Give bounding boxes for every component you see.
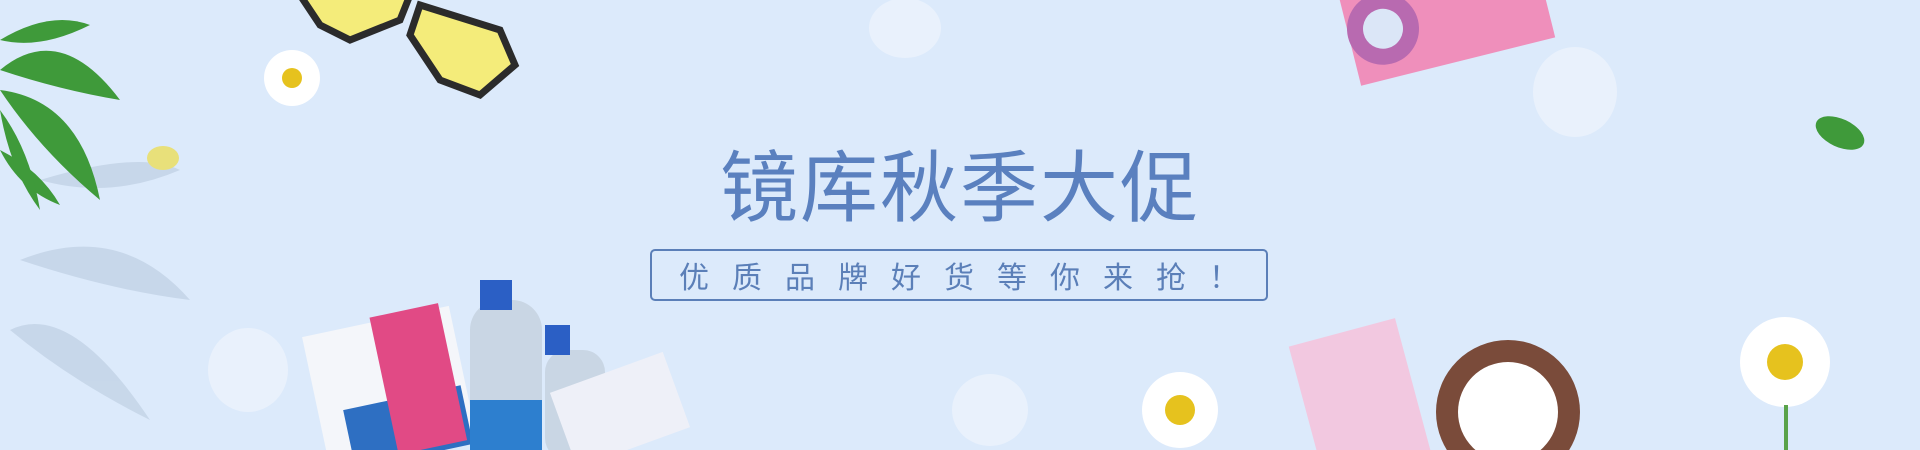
title: 镜库秋季大促 <box>719 144 1200 234</box>
subtitle: 优质品牌好货等你来抢！ <box>679 261 1262 296</box>
subtitle-box: 优质品牌好货等你来抢！ <box>650 249 1268 301</box>
